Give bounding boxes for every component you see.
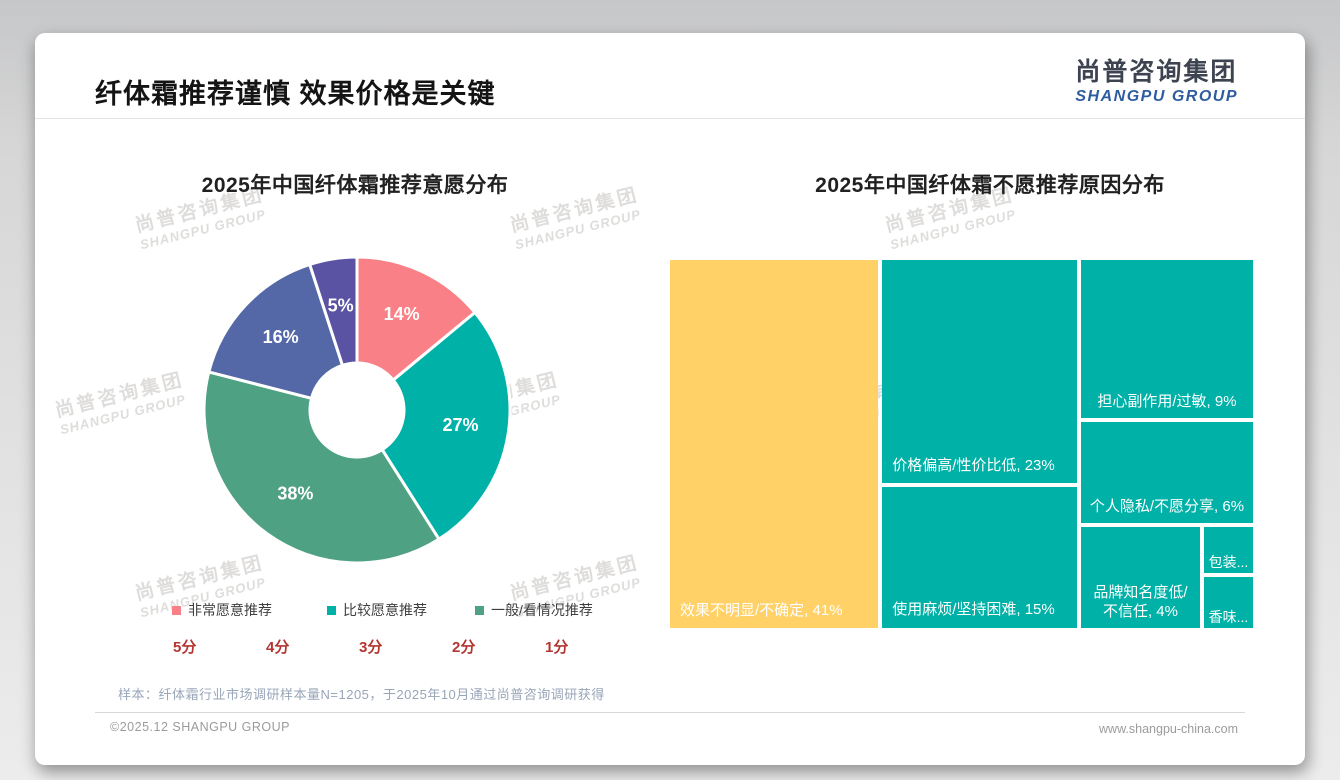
treemap-cell: 效果不明显/不确定, 41% xyxy=(670,260,879,628)
treemap-cell-label: 包装... xyxy=(1208,554,1249,571)
score-legend-label: 4分 xyxy=(266,639,290,656)
treemap-cell: 品牌知名度低/不信任, 4% xyxy=(1081,527,1200,628)
copyright-text: ©2025.12 SHANGPU GROUP xyxy=(110,720,290,734)
donut-chart: 14% 27% 38% 16% 5% xyxy=(202,255,512,565)
treemap-cell: 担心副作用/过敏, 9% xyxy=(1081,260,1253,418)
score-legend-label: 1分 xyxy=(545,639,569,656)
logo-chinese-text: 尚普咨询集团 xyxy=(1075,58,1238,86)
treemap-chart-title: 2025年中国纤体霜不愿推荐原因分布 xyxy=(815,174,1165,197)
donut-slice xyxy=(307,255,359,368)
score-legend-label: 3分 xyxy=(359,639,383,656)
legend-label: 比较愿意推荐 xyxy=(343,602,427,618)
legend-label: 非常愿意推荐 xyxy=(188,602,272,618)
logo-english-text: SHANGPU GROUP xyxy=(1075,87,1238,105)
slide-card: 尚普咨询集团 SHANGPU GROUP 尚普咨询集团 SHANGPU GROUP 尚普… xyxy=(35,33,1305,765)
treemap-cell-label: 个人隐私/不愿分享, 6% xyxy=(1089,498,1245,516)
treemap-cell-label: 价格偏高/性价比低, 23% xyxy=(892,456,1055,474)
donut-slice-label: 27% xyxy=(442,415,478,435)
website-url: www.shangpu-china.com xyxy=(1099,722,1238,736)
score-legend-label: 2分 xyxy=(452,639,476,656)
donut-slice xyxy=(202,370,442,565)
sample-note: 样本：纤体霜行业市场调研样本量N=1205，于2025年10月通过尚普咨询调研获… xyxy=(118,687,605,702)
legend-marker xyxy=(327,605,336,615)
legend-item: 非常愿意推荐 xyxy=(172,600,272,620)
donut-slice-label: 38% xyxy=(277,484,313,504)
treemap-cell-label: 使用麻烦/坚持困难, 15% xyxy=(892,601,1055,619)
donut-slice xyxy=(355,255,478,383)
footer-divider xyxy=(95,712,1245,713)
treemap-cell: 使用麻烦/坚持困难, 15% xyxy=(882,487,1077,628)
treemap-cell: 价格偏高/性价比低, 23% xyxy=(882,260,1077,483)
page-title: 纤体霜推荐谨慎 效果价格是关键 xyxy=(95,79,496,109)
treemap-cell-label: 香味... xyxy=(1208,608,1249,625)
legend-marker xyxy=(475,605,484,615)
treemap-cell-label: 担心副作用/过敏, 9% xyxy=(1097,393,1237,411)
score-legend-label: 5分 xyxy=(173,639,197,656)
donut-chart-title: 2025年中国纤体霜推荐意愿分布 xyxy=(201,174,509,197)
treemap-chart: 效果不明显/不确定, 41% 价格偏高/性价比低, 23% 使用麻烦/坚持困难, 1… xyxy=(670,260,1253,628)
treemap-cell: 个人隐私/不愿分享, 6% xyxy=(1081,421,1253,523)
company-logo: 尚普咨询集团 SHANGPU GROUP xyxy=(1075,58,1238,106)
treemap-cell-label: 品牌知名度低/不信任, 4% xyxy=(1093,583,1188,621)
legend-marker xyxy=(172,605,181,615)
donut-slice-label: 5% xyxy=(328,295,354,315)
treemap-cell-label: 效果不明显/不确定, 41% xyxy=(680,601,843,619)
treemap-cell: 包装... xyxy=(1204,527,1253,574)
donut-slice-label: 16% xyxy=(263,327,299,347)
legend-item: 一般/看情况推荐 xyxy=(475,600,593,620)
donut-slice xyxy=(380,310,512,542)
donut-slice xyxy=(206,262,345,401)
donut-slice-label: 14% xyxy=(384,304,420,324)
legend-item: 比较愿意推荐 xyxy=(327,600,427,620)
header-divider xyxy=(35,118,1305,119)
treemap-cell: 香味... xyxy=(1204,576,1253,628)
legend-label: 一般/看情况推荐 xyxy=(491,602,593,618)
